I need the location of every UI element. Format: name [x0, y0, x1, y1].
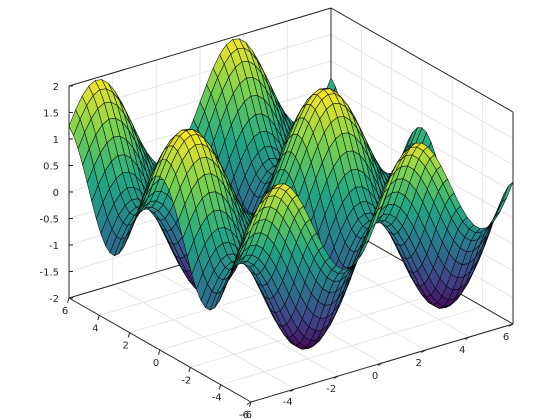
x-tick — [377, 362, 383, 366]
surface-patch — [501, 181, 514, 203]
x-tick — [333, 375, 339, 379]
surface-mesh — [68, 38, 514, 350]
x-tick-label: -2 — [326, 384, 336, 395]
y-tick-label: -2 — [181, 375, 191, 386]
x-tick-label: 4 — [459, 345, 465, 356]
x-tick — [464, 336, 470, 340]
z-tick-label: 1 — [53, 135, 59, 146]
x-tick-label: -6 — [239, 410, 249, 420]
axis-edge — [68, 7, 332, 87]
z-tick-label: 0.5 — [43, 162, 59, 173]
z-tick-label: -2 — [49, 294, 59, 305]
y-tick-label: 6 — [62, 306, 68, 317]
grid-line — [330, 34, 514, 139]
y-tick — [188, 367, 191, 373]
y-tick — [249, 401, 252, 407]
axis-box-edges — [67, 85, 514, 407]
x-tick-label: -4 — [283, 397, 293, 408]
grid-line — [220, 306, 483, 386]
x-tick-label: 0 — [372, 371, 378, 382]
y-tick — [127, 332, 131, 338]
x-tick — [508, 323, 514, 327]
grid-line — [330, 60, 514, 166]
axis-tick-labels: -6-4-20246-6-4-20246-2-1.5-1-0.500.511.5… — [39, 82, 509, 420]
x-tick — [290, 388, 295, 392]
y-tick — [67, 297, 70, 303]
surface-patch — [246, 213, 258, 235]
x-tick-label: 6 — [503, 332, 509, 343]
z-tick-label: 2 — [53, 82, 59, 93]
y-tick — [218, 384, 222, 390]
x-tick — [421, 349, 426, 353]
z-tick-label: -0.5 — [39, 215, 59, 226]
axis-edge — [330, 7, 514, 113]
y-tick-label: -4 — [212, 393, 222, 404]
z-tick-label: -1.5 — [39, 268, 59, 279]
y-tick-label: -6 — [242, 410, 252, 420]
y-tick-label: 4 — [92, 323, 98, 334]
y-tick-label: 0 — [153, 358, 159, 369]
x-tick — [246, 401, 252, 405]
y-tick-label: 2 — [123, 341, 129, 352]
z-tick-label: 1.5 — [43, 109, 59, 120]
x-tick-label: 2 — [416, 358, 422, 369]
surface-patch — [488, 211, 501, 227]
y-tick — [158, 349, 161, 355]
z-tick-label: -1 — [49, 241, 59, 252]
z-tick-label: 0 — [53, 188, 59, 199]
y-tick — [97, 315, 100, 321]
